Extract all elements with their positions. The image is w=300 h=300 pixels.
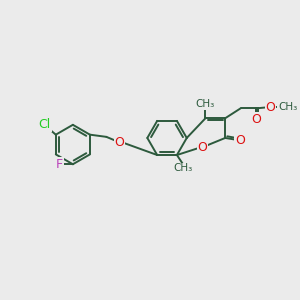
Text: O: O bbox=[235, 134, 245, 147]
Text: O: O bbox=[265, 101, 275, 114]
Text: O: O bbox=[251, 113, 261, 126]
Text: O: O bbox=[115, 136, 124, 149]
Text: O: O bbox=[197, 141, 207, 154]
Text: CH₃: CH₃ bbox=[174, 163, 193, 173]
Text: CH₃: CH₃ bbox=[278, 102, 297, 112]
Text: Cl: Cl bbox=[39, 118, 51, 131]
Text: CH₃: CH₃ bbox=[196, 99, 215, 109]
Text: F: F bbox=[56, 158, 63, 171]
